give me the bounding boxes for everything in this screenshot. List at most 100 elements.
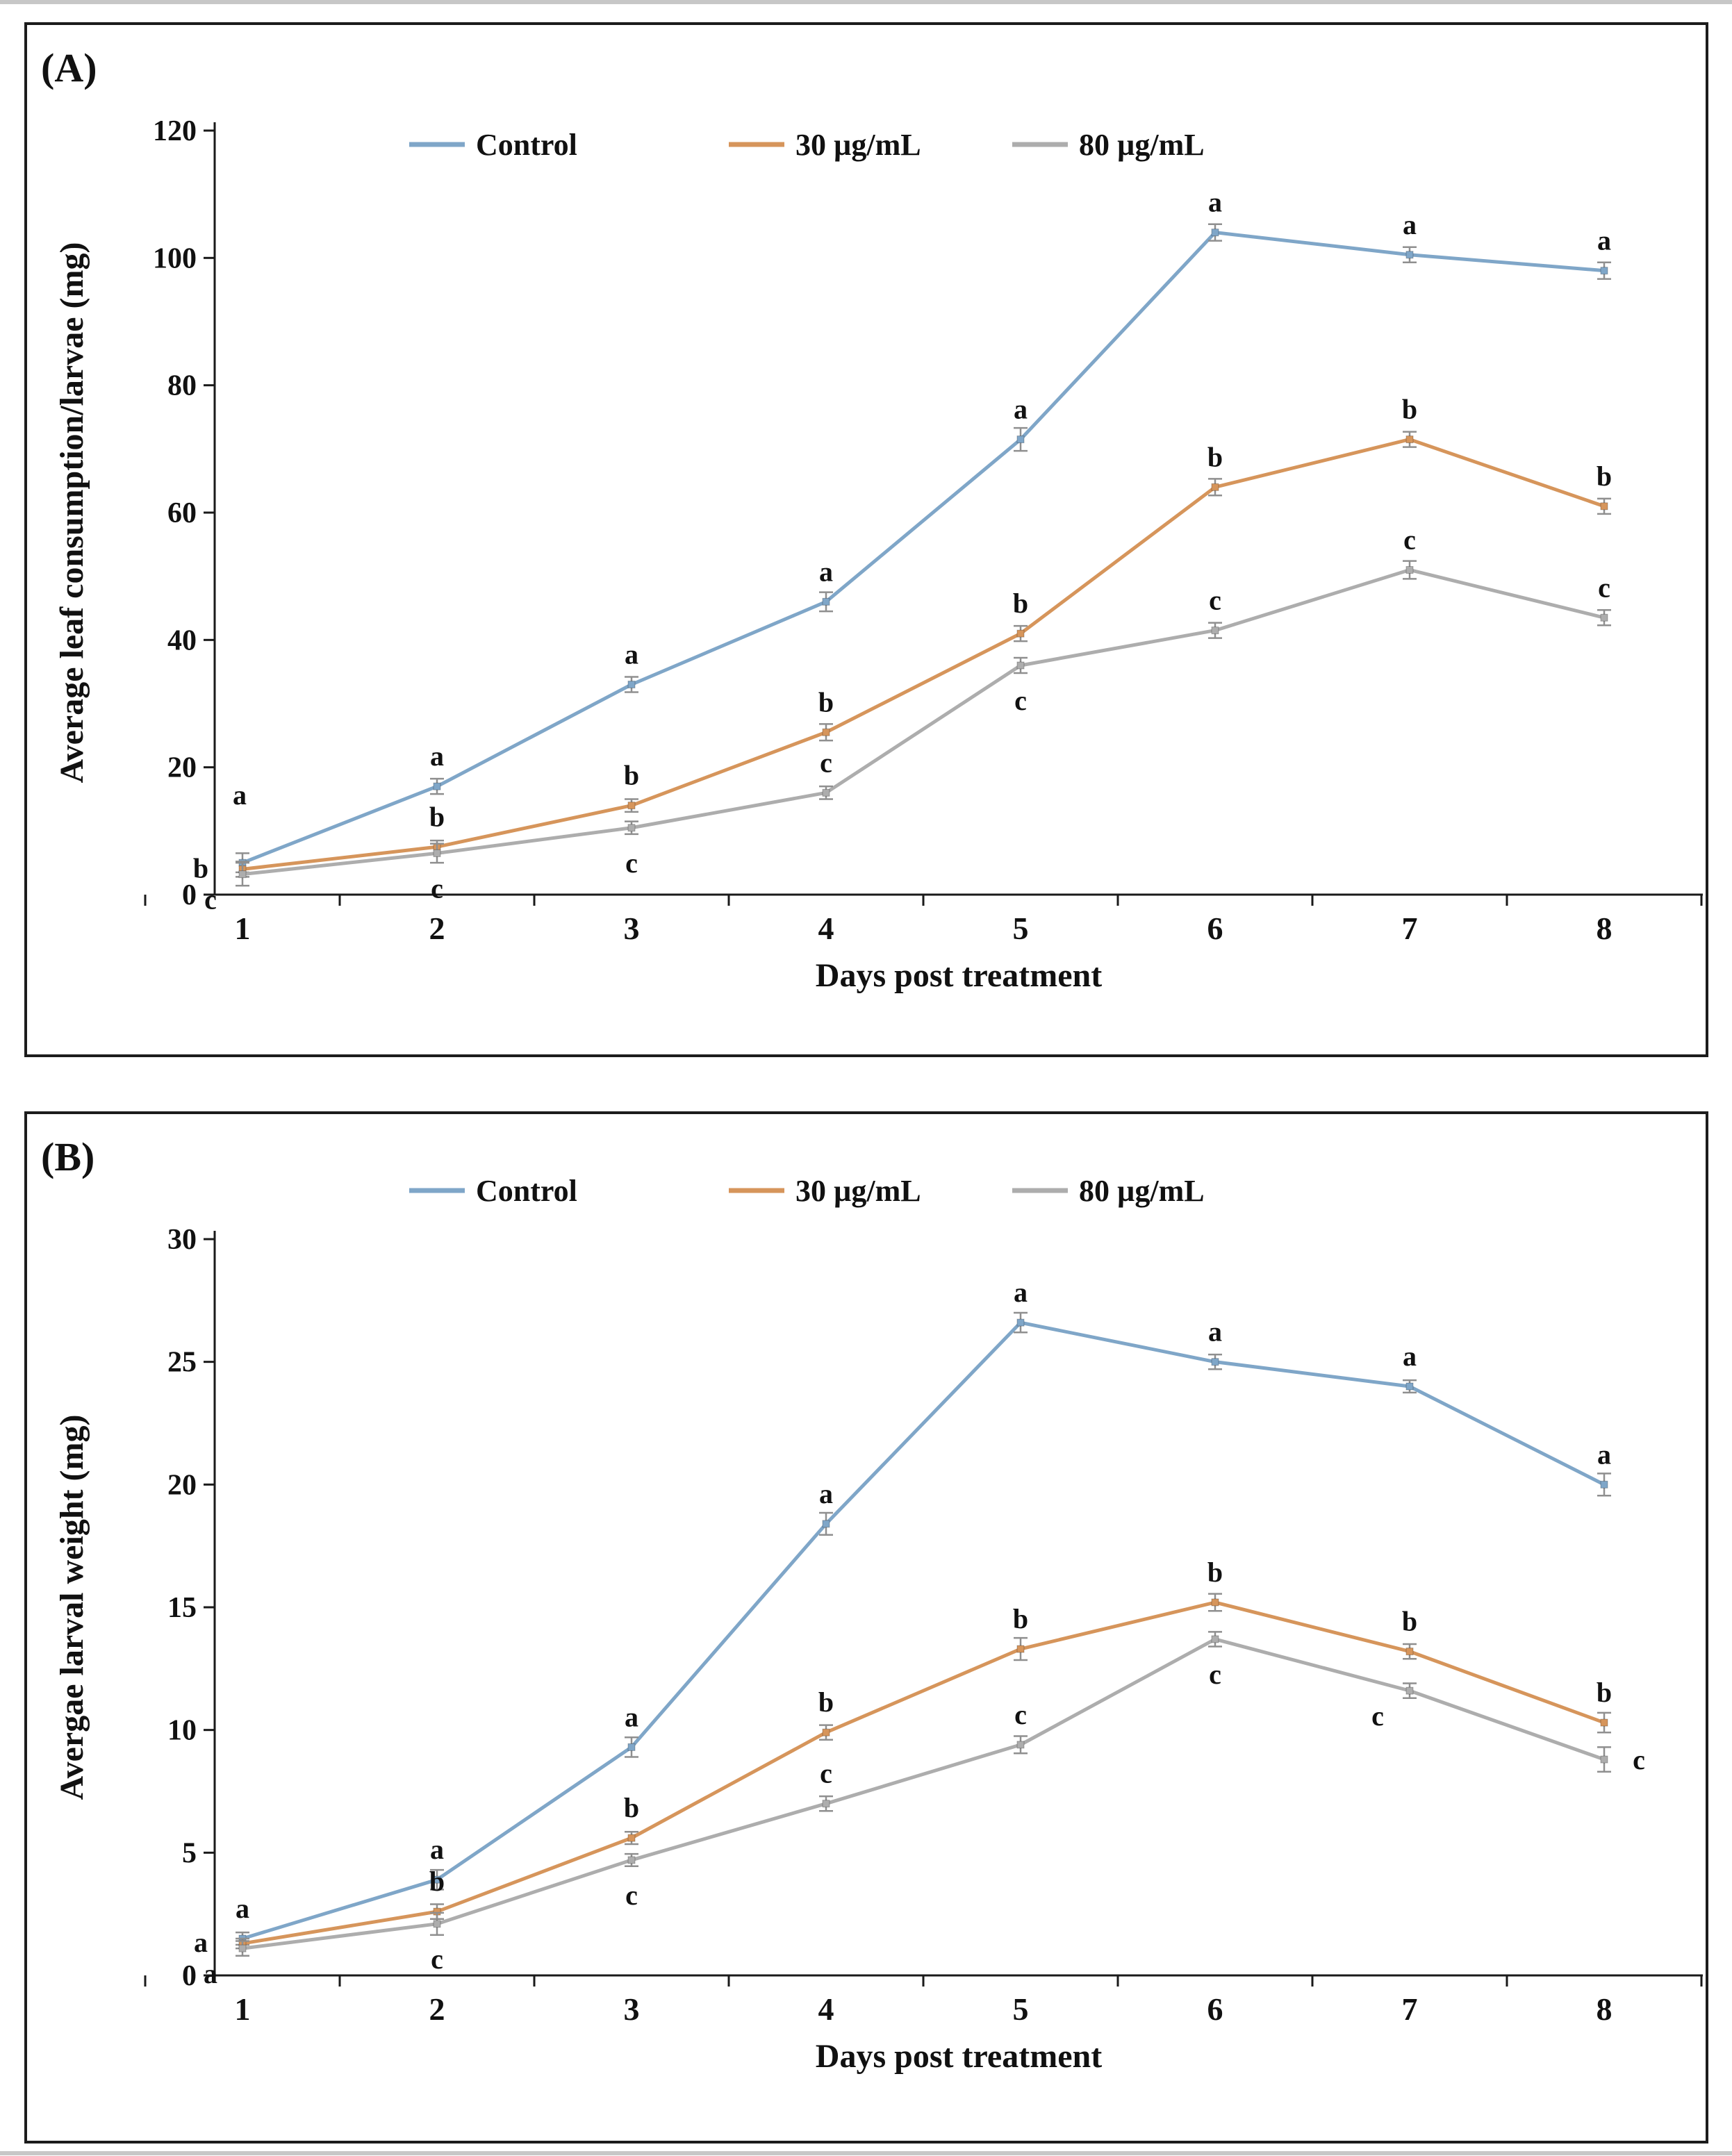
- chart-b: 0 5 10 15 20 25 30 1 2 3 4 5 6 7 8 Days post treatment A…: [53, 1174, 1703, 2075]
- data-point-80-g-ml-day-8: [1600, 1755, 1608, 1764]
- x-tick-label: 4: [818, 1991, 834, 2027]
- legend-label-80-g-ml: 80 µg/mL: [1079, 1174, 1205, 1208]
- series-line-control: [242, 1320, 1606, 1941]
- series-line-80-g-ml: [242, 1637, 1605, 1950]
- sig-letter-80-g-ml-day-1: c: [204, 884, 217, 915]
- y-tick-label: 15: [167, 1592, 197, 1624]
- data-point-30-g-ml-day-6: [1211, 1598, 1219, 1607]
- sig-letter-30-g-ml-day-2: b: [429, 1866, 445, 1897]
- sig-letter-control-day-5: a: [1014, 394, 1028, 425]
- x-tick-label: 2: [429, 911, 445, 946]
- sig-letter-80-g-ml-day-2: c: [431, 872, 443, 904]
- sig-letter-control-day-2: a: [430, 1834, 444, 1865]
- data-point-80-g-ml-day-8: [1600, 613, 1608, 622]
- sig-letter-control-day-8: a: [1597, 1438, 1611, 1470]
- data-point-80-g-ml-day-1: [238, 1944, 247, 1952]
- x-tick-label: 7: [1402, 1991, 1418, 2027]
- y-axis-title: Average leaf consumption/larvae (mg): [53, 242, 90, 783]
- data-point-80-g-ml-day-6: [1211, 1635, 1219, 1643]
- data-point-control-day-8: [1600, 267, 1608, 275]
- panel-b: (B) 0 5 10 15 20 25 30 1 2 3 4 5 6 7 8 Days post treatm…: [24, 1111, 1708, 2143]
- sig-letter-30-g-ml-day-3: b: [624, 1792, 639, 1823]
- sig-letter-30-g-ml-day-8: b: [1597, 461, 1612, 492]
- data-point-30-g-ml-day-7: [1405, 436, 1414, 444]
- data-point-30-g-ml-day-4: [822, 1728, 830, 1736]
- data-point-control-day-8: [1600, 1480, 1608, 1489]
- x-tick-label: 6: [1207, 1991, 1223, 2027]
- panel-b-label: (B): [41, 1134, 95, 1179]
- data-point-80-g-ml-day-7: [1405, 566, 1414, 574]
- sig-letter-80-g-ml-day-1: a: [204, 1958, 217, 1989]
- y-tick-label: 80: [167, 370, 197, 402]
- data-point-control-day-5: [1016, 436, 1025, 444]
- y-tick-label: 100: [153, 242, 197, 274]
- sig-letter-30-g-ml-day-4: b: [818, 1686, 834, 1718]
- data-point-80-g-ml-day-2: [433, 849, 441, 857]
- sig-letter-30-g-ml-day-6: b: [1207, 1557, 1223, 1588]
- y-tick-label: 5: [182, 1837, 197, 1869]
- sig-letter-80-g-ml-day-3: c: [625, 1880, 638, 1911]
- sig-letter-control-day-1: a: [233, 779, 247, 811]
- y-tick-label: 0: [182, 1960, 197, 1992]
- sig-letter-30-g-ml-day-6: b: [1207, 441, 1223, 472]
- sig-letter-30-g-ml-day-5: b: [1013, 588, 1028, 619]
- data-point-control-day-6: [1211, 1358, 1219, 1366]
- sig-letter-80-g-ml-day-7: c: [1371, 1700, 1384, 1732]
- sig-letter-80-g-ml-day-4: c: [820, 1758, 832, 1789]
- data-point-80-g-ml-day-5: [1016, 1741, 1025, 1749]
- sig-letter-control-day-5: a: [1014, 1277, 1028, 1308]
- data-point-80-g-ml-day-4: [822, 1800, 830, 1808]
- data-point-80-g-ml-day-5: [1016, 661, 1025, 670]
- sig-letter-80-g-ml-day-5: c: [1014, 1699, 1027, 1730]
- sig-letter-control-day-4: a: [819, 1478, 833, 1509]
- data-point-30-g-ml-day-8: [1600, 1718, 1608, 1727]
- series-line-control: [242, 231, 1605, 865]
- sig-letter-control-day-4: a: [819, 556, 833, 587]
- sig-letter-control-day-7: a: [1403, 1341, 1417, 1372]
- data-point-control-day-7: [1405, 1382, 1414, 1391]
- sig-letter-80-g-ml-day-6: c: [1209, 1659, 1221, 1690]
- sig-letter-80-g-ml-day-7: c: [1403, 524, 1416, 556]
- data-point-control-day-2: [433, 1875, 441, 1884]
- data-point-30-g-ml-day-3: [627, 1834, 636, 1842]
- data-point-30-g-ml-day-6: [1211, 483, 1219, 491]
- data-point-80-g-ml-day-1: [238, 870, 247, 879]
- sig-letter-30-g-ml-day-3: b: [624, 760, 639, 791]
- legend-label-80-g-ml: 80 µg/mL: [1079, 128, 1205, 162]
- sig-letter-control-day-6: a: [1208, 187, 1222, 218]
- sig-letter-80-g-ml-day-8: c: [1633, 1744, 1645, 1775]
- x-tick-label: 3: [624, 911, 640, 946]
- data-point-80-g-ml-day-2: [433, 1920, 441, 1928]
- page-bottom-edge: [0, 2151, 1732, 2155]
- data-point-30-g-ml-day-5: [1016, 629, 1025, 638]
- sig-letter-30-g-ml-day-7: b: [1402, 1606, 1417, 1637]
- legend-label-30-g-ml: 30 µg/mL: [795, 1174, 921, 1208]
- data-point-80-g-ml-day-6: [1211, 627, 1219, 635]
- sig-letter-30-g-ml-day-1: b: [193, 852, 208, 884]
- x-tick-label: 4: [818, 911, 834, 946]
- sig-letter-80-g-ml-day-5: c: [1014, 685, 1027, 716]
- data-point-80-g-ml-day-3: [627, 1856, 636, 1864]
- sig-letter-control-day-3: a: [625, 1701, 638, 1732]
- x-axis-title: Days post treatment: [816, 2038, 1102, 2075]
- sig-letter-30-g-ml-day-8: b: [1597, 1677, 1612, 1708]
- data-point-30-g-ml-day-8: [1600, 502, 1608, 511]
- x-tick-label: 6: [1207, 911, 1223, 946]
- series-line-30-g-ml: [242, 438, 1605, 871]
- panel-a: (A) 0 20 40 60 80 100 120 1 2 3 4 5 6 7 8 Days post tre…: [24, 22, 1708, 1057]
- chart-a: 0 20 40 60 80 100 120 1 2 3 4 5 6 7 8 Days post treatme…: [53, 115, 1703, 994]
- data-point-80-g-ml-day-3: [627, 824, 636, 832]
- data-point-30-g-ml-day-4: [822, 728, 830, 736]
- x-tick-label: 1: [235, 911, 251, 946]
- x-tick-label: 3: [624, 1991, 640, 2027]
- sig-letter-control-day-3: a: [625, 639, 638, 670]
- sig-letter-30-g-ml-day-1: a: [194, 1927, 208, 1958]
- data-point-30-g-ml-day-3: [627, 802, 636, 810]
- sig-letter-80-g-ml-day-8: c: [1598, 572, 1610, 603]
- sig-letter-80-g-ml-day-4: c: [820, 747, 832, 778]
- y-tick-label: 25: [167, 1347, 197, 1379]
- data-point-control-day-6: [1211, 229, 1219, 237]
- sig-letter-control-day-1: a: [236, 1893, 249, 1924]
- panel-a-label: (A): [41, 45, 97, 90]
- y-tick-label: 0: [182, 879, 197, 911]
